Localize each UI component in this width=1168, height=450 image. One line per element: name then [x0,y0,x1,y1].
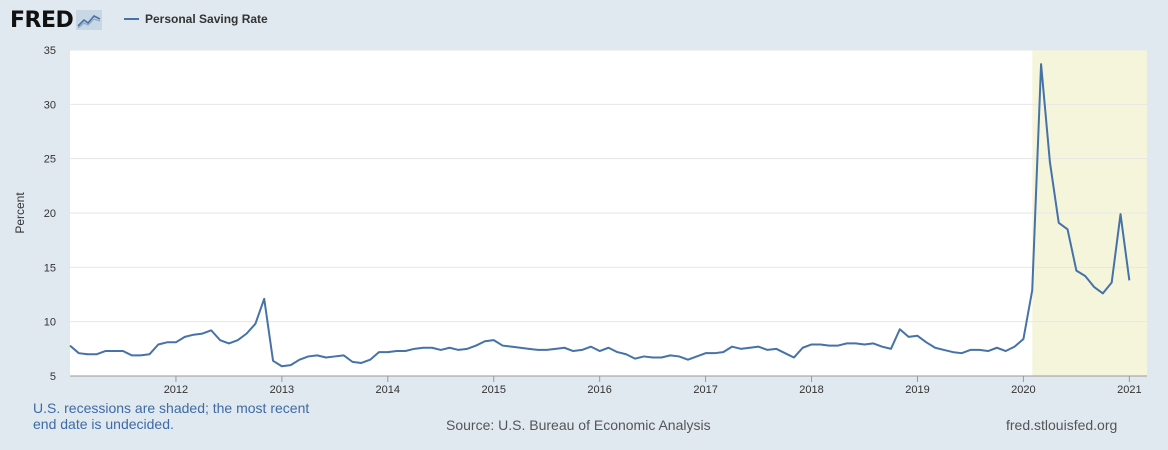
fred-trendline-icon [76,10,103,30]
y-tick-label: 30 [44,99,56,111]
y-tick-label: 20 [44,208,56,220]
y-tick-label: 5 [50,371,56,383]
x-tick-label: 2020 [1011,384,1035,396]
legend-label: Personal Saving Rate [145,12,268,26]
y-tick-label: 35 [44,45,56,57]
recession-note: U.S. recessions are shaded; the most rec… [33,400,310,432]
x-tick-label: 2017 [693,384,717,396]
fred-logo[interactable]: FRED [10,7,103,33]
y-axis-label: Percent [13,192,27,234]
x-tick-label: 2015 [481,384,505,396]
x-tick-label: 2013 [270,384,294,396]
series-line-personal-saving-rate [69,63,1131,368]
x-tick-label: 2012 [164,384,188,396]
x-tick-label: 2019 [905,384,929,396]
x-tick-label: 2018 [799,384,823,396]
source-text: Source: U.S. Bureau of Economic Analysis [446,417,711,433]
fred-logo-text: FRED [10,7,74,33]
fred-url-link[interactable]: fred.stlouisfed.org [1006,417,1118,433]
chart-legend: Personal Saving Rate [124,12,268,26]
x-tick-label: 2014 [376,384,400,396]
legend-swatch [124,18,139,20]
y-tick-label: 25 [44,154,56,166]
saving-rate-chart: 2012 2013 2014 2015 2016 2017 2018 2019 2020 2021… [13,45,1147,396]
y-tick-label: 15 [44,262,56,274]
x-tick-label: 2021 [1117,384,1141,396]
x-tick-label: 2016 [587,384,611,396]
y-tick-label: 10 [44,317,56,329]
